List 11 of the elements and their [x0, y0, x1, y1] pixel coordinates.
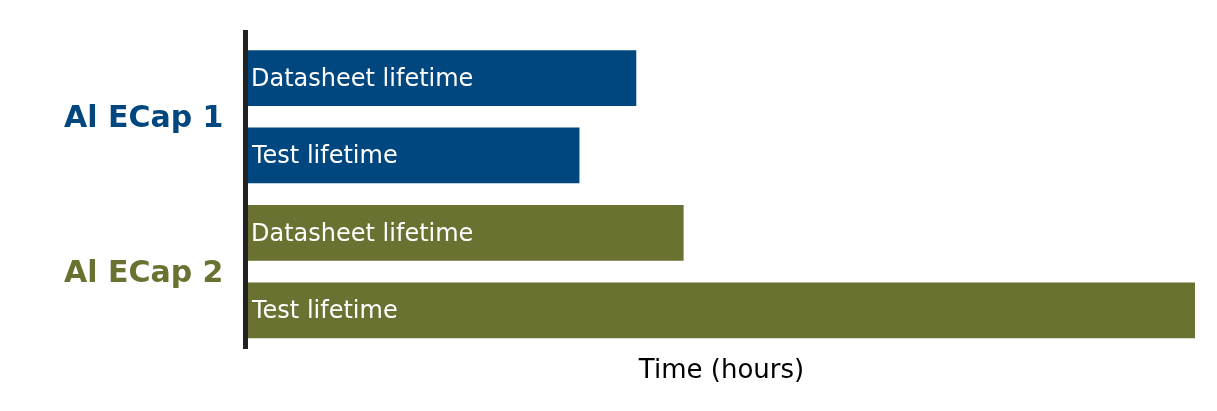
- bar: [248, 204, 684, 261]
- series-label: Al ECap 2: [64, 254, 224, 289]
- y-tick-label: Datasheet lifetime: [251, 218, 474, 247]
- y-tick-label: Datasheet lifetime: [251, 64, 474, 93]
- bar: [248, 127, 580, 184]
- y-tick-label: Test lifetime: [251, 296, 398, 325]
- series-label: Al ECap 1: [64, 99, 224, 134]
- bar: [248, 50, 637, 106]
- bar: [248, 282, 1195, 339]
- x-axis-title: Time (hours): [637, 353, 805, 384]
- y-tick-label: Test lifetime: [251, 141, 398, 170]
